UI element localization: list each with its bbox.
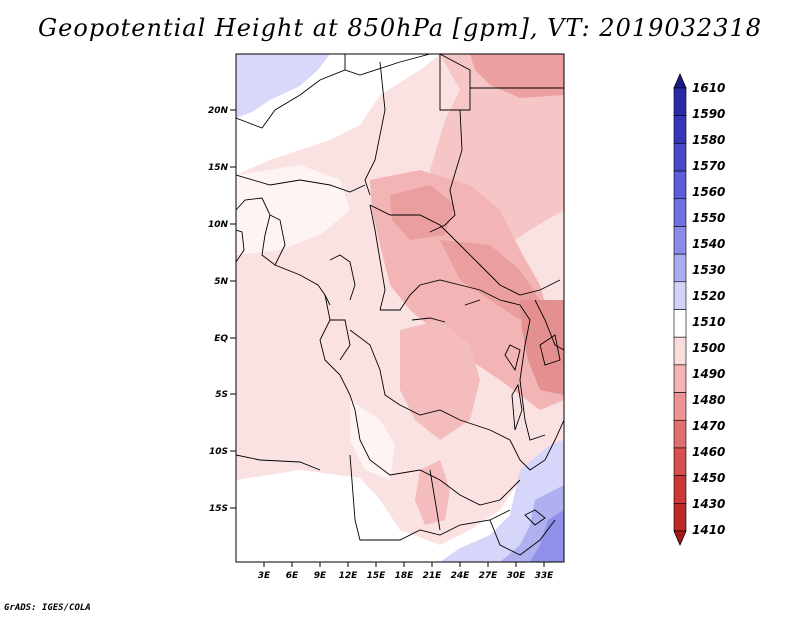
colorbar-label: 1510 bbox=[692, 315, 725, 329]
lon-tick: 6E bbox=[286, 562, 299, 581]
lat-tick: 10N bbox=[208, 220, 236, 230]
lon-tick-label: 3E bbox=[258, 571, 271, 581]
lon-tick: 12E bbox=[339, 562, 359, 581]
lat-tick: 10S bbox=[209, 447, 236, 457]
colorbar-label: 1580 bbox=[692, 133, 725, 147]
chart-title: Geopotential Height at 850hPa [gpm], VT:… bbox=[38, 14, 762, 42]
colorbar-label: 1470 bbox=[692, 419, 725, 433]
lat-tick-label: 20N bbox=[208, 106, 229, 116]
lat-tick: 5N bbox=[214, 277, 236, 287]
colorbar-label: 1450 bbox=[692, 471, 725, 485]
colorbar-swatch bbox=[673, 392, 687, 421]
lat-tick-label: 15S bbox=[209, 504, 228, 514]
lat-tick-label: 10N bbox=[208, 220, 229, 230]
height-field bbox=[236, 54, 564, 562]
lon-tick-label: 18E bbox=[395, 571, 415, 581]
colorbar-swatch bbox=[673, 309, 687, 338]
lat-tick-label: 10S bbox=[209, 447, 228, 457]
lon-tick-label: 21E bbox=[423, 571, 443, 581]
colorbar-swatch bbox=[673, 87, 687, 116]
lon-tick: 30E bbox=[507, 562, 527, 581]
colorbar-label: 1560 bbox=[692, 185, 725, 199]
colorbar-label: 1490 bbox=[692, 367, 725, 381]
lon-tick: 18E bbox=[395, 562, 415, 581]
lat-tick-label: EQ bbox=[214, 334, 228, 344]
colorbar-label: 1460 bbox=[692, 445, 725, 459]
colorbar-swatch bbox=[673, 198, 687, 227]
colorbar-label: 1530 bbox=[692, 263, 725, 277]
lon-tick: 15E bbox=[367, 562, 387, 581]
colorbar-swatch bbox=[673, 447, 687, 476]
colorbar: 1610 1590 1580 1570 1560 1550 1540 1530 1520 1510… bbox=[673, 72, 725, 547]
colorbar-top-arrow bbox=[673, 72, 687, 89]
colorbar-label: 1540 bbox=[692, 237, 725, 251]
lon-tick-label: 15E bbox=[367, 571, 387, 581]
colorbar-label: 1520 bbox=[692, 289, 725, 303]
lon-tick-label: 27E bbox=[479, 571, 499, 581]
country-borders bbox=[236, 54, 564, 556]
lon-tick: 33E bbox=[535, 562, 555, 581]
map-frame bbox=[235, 53, 565, 563]
credit-label: GrADS: IGES/COLA bbox=[4, 603, 91, 613]
colorbar-label: 1430 bbox=[692, 497, 725, 511]
lon-tick: 21E bbox=[423, 562, 443, 581]
lat-tick: 15N bbox=[208, 163, 236, 173]
lon-tick: 3E bbox=[258, 562, 271, 581]
lon-tick-label: 30E bbox=[507, 571, 527, 581]
colorbar-swatch bbox=[673, 364, 687, 393]
lat-tick-label: 5N bbox=[214, 277, 228, 287]
colorbar-swatch bbox=[673, 143, 687, 172]
lat-tick-label: 15N bbox=[208, 163, 229, 173]
lat-tick: 5S bbox=[215, 390, 236, 400]
lat-tick: 15S bbox=[209, 504, 236, 514]
colorbar-swatch bbox=[673, 336, 687, 366]
lon-tick: 24E bbox=[451, 562, 471, 581]
colorbar-swatch bbox=[673, 226, 687, 255]
colorbar-label: 1610 bbox=[692, 81, 725, 95]
lon-tick-label: 24E bbox=[451, 571, 471, 581]
lon-tick-label: 9E bbox=[314, 571, 327, 581]
colorbar-swatch bbox=[673, 170, 687, 200]
longitude-axis: 3E 6E 9E 12E 15E 18E 21E 24E 27E 30E 33E bbox=[258, 562, 554, 581]
colorbar-swatch bbox=[673, 419, 687, 449]
colorbar-label: 1410 bbox=[692, 523, 725, 537]
colorbar-swatch bbox=[673, 253, 687, 283]
lon-tick: 27E bbox=[479, 562, 499, 581]
lon-tick-label: 12E bbox=[339, 571, 359, 581]
colorbar-label: 1500 bbox=[692, 341, 725, 355]
colorbar-swatch bbox=[673, 475, 687, 504]
colorbar-bottom-arrow bbox=[673, 530, 687, 547]
lat-tick: EQ bbox=[214, 334, 236, 344]
colorbar-label: 1480 bbox=[692, 393, 725, 407]
lon-tick-label: 33E bbox=[535, 571, 555, 581]
colorbar-swatch bbox=[673, 281, 687, 310]
colorbar-swatch bbox=[673, 503, 687, 532]
colorbar-label: 1570 bbox=[692, 159, 725, 173]
lat-tick: 20N bbox=[208, 106, 236, 116]
colorbar-label: 1590 bbox=[692, 107, 725, 121]
lon-tick-label: 6E bbox=[286, 571, 299, 581]
latitude-axis: 20N 15N 10N 5N EQ 5S 10S 15S bbox=[208, 106, 236, 514]
lon-tick: 9E bbox=[314, 562, 327, 581]
colorbar-swatch bbox=[673, 115, 687, 144]
colorbar-label: 1550 bbox=[692, 211, 725, 225]
lat-tick-label: 5S bbox=[215, 390, 228, 400]
